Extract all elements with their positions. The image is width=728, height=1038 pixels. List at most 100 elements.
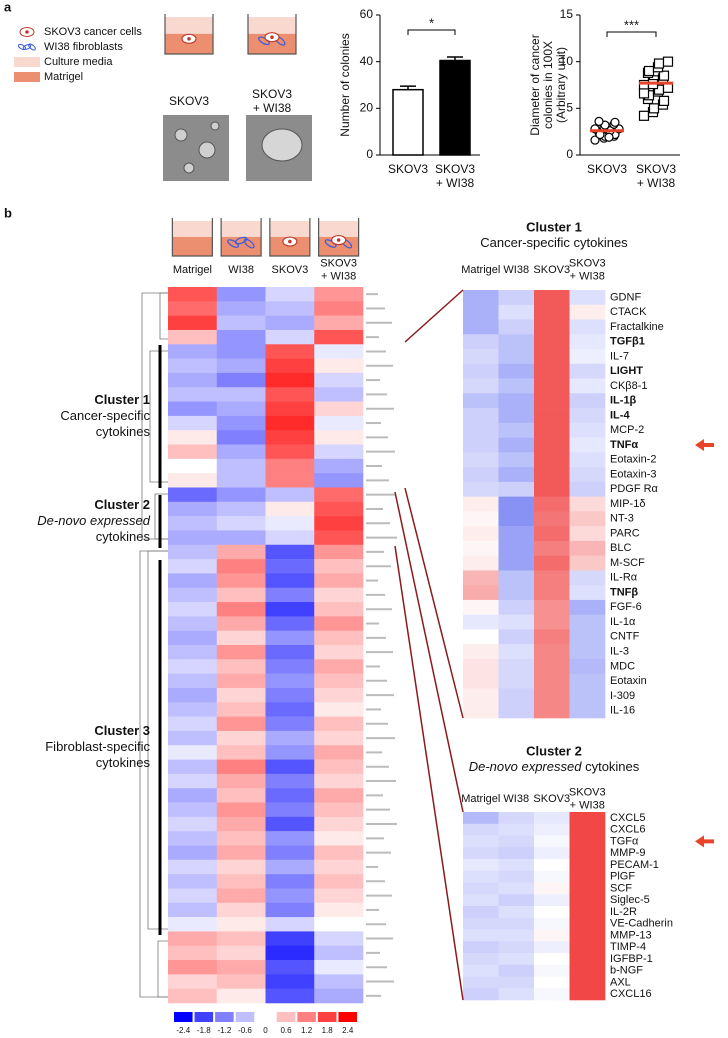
fibroblast-icon bbox=[243, 238, 255, 249]
subtitle-part: Cancer-specific cytokines bbox=[480, 235, 628, 250]
heatmap-cell bbox=[534, 481, 570, 497]
heatmap-cell bbox=[569, 437, 606, 453]
x-tick-label: + WI38 bbox=[637, 176, 676, 190]
heatmap-cell bbox=[534, 393, 570, 409]
heatmap-cell bbox=[168, 301, 218, 316]
cluster-label: cytokines bbox=[96, 755, 151, 770]
heatmap-cell bbox=[534, 363, 570, 379]
heatmap-cell bbox=[534, 304, 570, 320]
heatmap-cell bbox=[265, 358, 315, 374]
heatmap-cell bbox=[498, 378, 535, 394]
row-label: CKβ8-1 bbox=[610, 380, 648, 392]
heatmap-cell bbox=[216, 716, 266, 732]
data-point bbox=[604, 132, 614, 142]
heatmap-cell bbox=[463, 882, 499, 895]
heatmap-cell bbox=[168, 530, 218, 546]
heatmap-cell bbox=[168, 716, 218, 732]
heatmap-cell bbox=[534, 408, 570, 424]
highlight-arrow bbox=[695, 438, 714, 451]
heatmap-cell bbox=[569, 929, 606, 942]
row-label: CXCL6 bbox=[610, 824, 645, 836]
heatmap-cell bbox=[463, 452, 499, 468]
dendrogram bbox=[157, 940, 168, 998]
heatmap-cell bbox=[463, 496, 499, 512]
heatmap-cell bbox=[168, 645, 218, 660]
heatmap-cell bbox=[216, 888, 266, 904]
heatmap-cell bbox=[463, 511, 499, 527]
heatmap-cell bbox=[168, 444, 218, 460]
y-axis-title: colonies in 100X bbox=[541, 41, 555, 129]
heatmap-cell bbox=[265, 702, 315, 717]
heatmap-cell bbox=[265, 387, 315, 402]
heatmap-cell bbox=[534, 319, 570, 335]
heatmap-cell bbox=[498, 585, 535, 601]
heatmap-cell bbox=[314, 960, 364, 975]
heatmap-cell bbox=[168, 630, 218, 646]
heatmap-cell bbox=[265, 673, 315, 689]
heatmap-cell bbox=[534, 953, 570, 966]
heatmap-cell bbox=[216, 687, 266, 703]
row-label: TIMP-4 bbox=[610, 941, 646, 953]
colony bbox=[261, 128, 303, 162]
heatmap-cell bbox=[498, 976, 535, 989]
heatmap-cell bbox=[265, 888, 315, 904]
heatmap-cell bbox=[569, 585, 606, 601]
y-tick-label: 5 bbox=[566, 101, 573, 115]
heatmap-cell bbox=[569, 408, 606, 424]
row-label: TNFβ bbox=[610, 586, 638, 598]
heatmap-cell bbox=[534, 812, 570, 825]
legend-icon bbox=[14, 57, 40, 67]
row-label: TGFβ1 bbox=[610, 336, 645, 348]
x-tick-label: SKOV3 bbox=[388, 162, 428, 176]
heatmap-cell bbox=[168, 788, 218, 803]
colorbar-swatch bbox=[317, 1012, 337, 1022]
heatmap-cell bbox=[265, 516, 315, 531]
heatmap-cell bbox=[265, 301, 315, 316]
heatmap-cell bbox=[314, 559, 364, 574]
heatmap-cell bbox=[314, 802, 364, 818]
heatmap-cell bbox=[265, 315, 315, 331]
colorbar-swatch bbox=[338, 1012, 357, 1022]
colorbar-label: 0.6 bbox=[280, 1026, 292, 1035]
data-point bbox=[658, 95, 670, 106]
heatmap-cell bbox=[314, 587, 364, 603]
y-axis-title: Number of colonies bbox=[338, 33, 352, 136]
heatmap-cell bbox=[216, 530, 266, 546]
row-label: PlGF bbox=[610, 871, 635, 883]
cancer-cell-nucleus bbox=[336, 238, 341, 242]
heatmap-cell bbox=[569, 882, 606, 895]
row-label: AXL bbox=[610, 976, 631, 988]
heatmap-cell bbox=[314, 401, 364, 417]
legend-icon bbox=[14, 72, 40, 82]
heatmap-cell bbox=[168, 501, 218, 517]
heatmap-cell bbox=[314, 616, 364, 631]
heatmap-cell bbox=[168, 888, 218, 904]
heatmap-cell bbox=[498, 906, 535, 919]
data-point bbox=[638, 88, 650, 99]
heatmap-cell bbox=[168, 516, 218, 531]
culture-media bbox=[165, 17, 213, 34]
heatmap-cell bbox=[314, 874, 364, 889]
heatmap-cell bbox=[569, 614, 606, 630]
y-tick-label: 60 bbox=[360, 7, 374, 21]
row-label: IL-1β bbox=[610, 395, 637, 407]
heatmap-cell bbox=[534, 870, 570, 883]
heatmap-cell bbox=[498, 599, 535, 615]
significance-label: *** bbox=[624, 17, 639, 32]
column-label: Matrigel bbox=[461, 793, 500, 805]
heatmap-cell bbox=[168, 988, 218, 1004]
heatmap-cell bbox=[534, 917, 570, 930]
heatmap-cell bbox=[463, 941, 499, 954]
heatmap-cell bbox=[314, 287, 364, 302]
heatmap-cell bbox=[534, 290, 570, 306]
row-label: MDC bbox=[610, 660, 635, 672]
x-tick-label: SKOV3 bbox=[587, 162, 627, 176]
dendrogram bbox=[159, 292, 168, 340]
heatmap-cell bbox=[534, 599, 570, 615]
heatmap-cell bbox=[216, 988, 266, 1004]
cluster-label: Cluster 1 bbox=[94, 392, 150, 407]
heatmap-cell bbox=[463, 929, 499, 942]
heatmap-cell bbox=[216, 874, 266, 889]
row-label: Eotaxin bbox=[610, 675, 647, 687]
heatmap-cell bbox=[463, 290, 499, 306]
